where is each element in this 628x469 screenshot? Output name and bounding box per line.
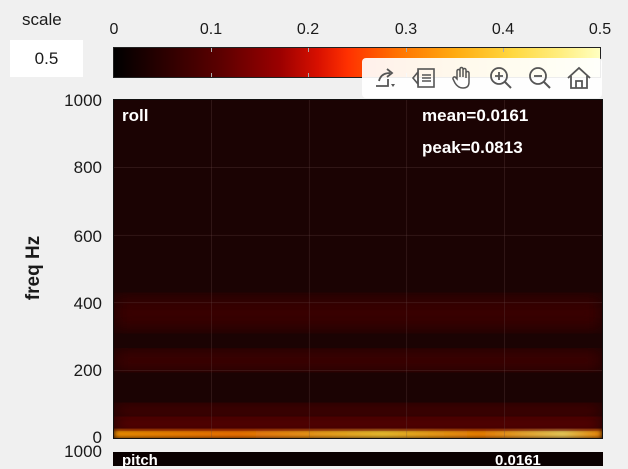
second-y-tick-label: 1000 bbox=[64, 442, 102, 461]
y-tick-label: 400 bbox=[73, 294, 102, 313]
second-plot-value: 0.0161 bbox=[495, 452, 541, 469]
spectrogram-plot bbox=[114, 100, 602, 438]
second-plot-title: pitch bbox=[122, 452, 158, 469]
zoom-out-icon bbox=[529, 67, 551, 89]
mean-annotation: mean=0.0161 bbox=[422, 106, 529, 125]
colorbar-tick-label: 0.3 bbox=[394, 21, 418, 38]
pan-button[interactable] bbox=[446, 61, 480, 95]
export-button[interactable] bbox=[368, 61, 402, 95]
y-tick-label: 200 bbox=[73, 361, 102, 380]
y-tick-label: 800 bbox=[73, 158, 102, 177]
peak-annotation: peak=0.0813 bbox=[422, 138, 523, 157]
zoom-in-button[interactable] bbox=[484, 61, 518, 95]
y-tick-label: 0 bbox=[92, 428, 102, 447]
scale-input[interactable] bbox=[10, 40, 83, 77]
colorbar-tick-label: 0 bbox=[109, 21, 119, 38]
heatmap-band bbox=[114, 296, 602, 330]
heatmap-canvas bbox=[114, 100, 602, 438]
zoom-out-button[interactable] bbox=[523, 61, 557, 95]
colorbar-tick-label: 0.1 bbox=[199, 21, 223, 38]
pan-hand-icon bbox=[451, 66, 470, 89]
plot-frame bbox=[113, 99, 603, 439]
heatmap-band bbox=[114, 404, 602, 418]
colorbar-tick-label: 0.2 bbox=[296, 21, 320, 38]
axes-toolbar bbox=[362, 58, 602, 98]
y-tick-label: 1000 bbox=[64, 91, 102, 110]
heatmap-band bbox=[114, 350, 602, 371]
home-icon bbox=[567, 66, 591, 89]
brush-icon bbox=[411, 68, 435, 88]
y-tick-label: 600 bbox=[73, 227, 102, 246]
brush-button[interactable] bbox=[407, 61, 441, 95]
heatmap-band bbox=[114, 417, 602, 430]
scale-label: scale bbox=[22, 10, 62, 29]
plot-title: roll bbox=[122, 106, 149, 125]
colorbar-tick-label: 0.4 bbox=[491, 21, 515, 38]
y-axis-label: freq Hz bbox=[23, 235, 44, 301]
export-icon bbox=[376, 68, 396, 87]
home-button[interactable] bbox=[562, 61, 596, 95]
colorbar-tick-label: 0.5 bbox=[588, 21, 612, 38]
heatmap-band bbox=[114, 429, 602, 438]
zoom-in-icon bbox=[490, 67, 513, 89]
